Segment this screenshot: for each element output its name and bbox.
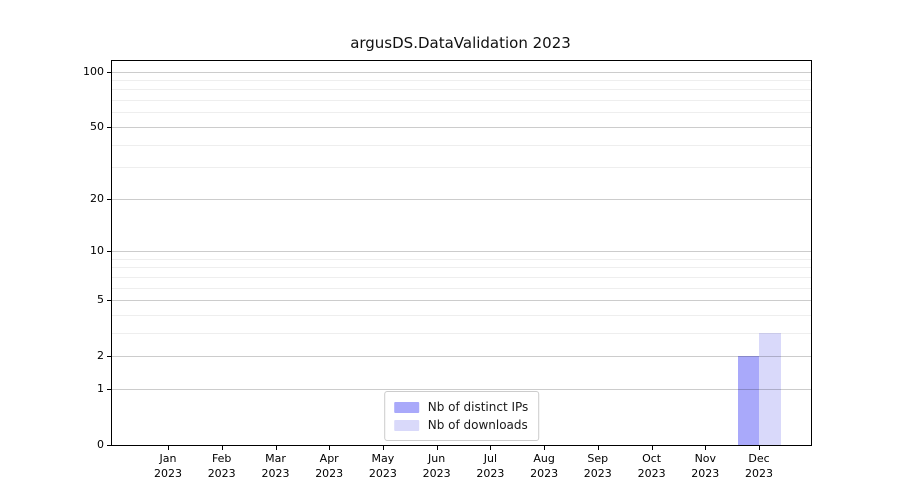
x-tick-label: Apr 2023 (315, 452, 344, 480)
y-tick-mark (107, 127, 112, 128)
legend-item-downloads: Nb of downloads (393, 416, 529, 434)
y-tick-mark (107, 251, 112, 252)
gridline-major (112, 198, 811, 200)
legend-item-distinct-ips: Nb of distinct IPs (393, 398, 529, 416)
x-tick-mark (329, 445, 331, 450)
x-tick-mark (544, 445, 546, 450)
y-tick-mark (107, 445, 112, 446)
legend-swatch-distinct-ips (393, 401, 419, 413)
x-tick-mark (759, 445, 760, 450)
gridline-minor (112, 332, 811, 334)
gridline-major (112, 126, 811, 128)
y-tick-label: 20 (90, 191, 104, 205)
gridline-minor (112, 167, 811, 169)
y-tick-mark (107, 356, 112, 357)
x-tick-mark (275, 445, 277, 450)
gridline-major (112, 388, 811, 390)
y-tick-label: 5 (97, 293, 104, 306)
x-tick-label: Feb 2023 (207, 452, 236, 480)
y-tick-label: 50 (90, 119, 104, 133)
gridline-major (112, 250, 811, 252)
x-tick-label: Jul 2023 (476, 452, 505, 480)
x-tick-label: Jan 2023 (154, 452, 182, 480)
gridline-major (112, 356, 811, 358)
x-tick-label: Sep 2023 (583, 452, 612, 480)
bar-nb-of-downloads (759, 332, 781, 445)
gridline-minor (112, 314, 811, 316)
y-tick-mark (107, 199, 112, 200)
x-tick-mark (490, 445, 492, 450)
gridline-minor (112, 79, 811, 81)
x-tick-label: Oct 2023 (637, 452, 666, 480)
legend: Nb of distinct IPs Nb of downloads (383, 391, 540, 441)
y-tick-label: 2 (97, 349, 104, 363)
legend-label-distinct-ips: Nb of distinct IPs (427, 400, 529, 414)
y-tick-mark (107, 72, 112, 73)
x-tick-mark (436, 445, 438, 450)
bar-nb-of-distinct-ips (737, 356, 759, 445)
gridline-major (112, 300, 811, 301)
x-tick-label: May 2023 (368, 452, 397, 480)
y-tick-label: 100 (83, 64, 104, 78)
x-tick-label: Jun 2023 (422, 452, 451, 480)
legend-swatch-downloads (393, 419, 419, 431)
gridline-minor (112, 287, 811, 289)
x-tick-label: Nov 2023 (691, 452, 720, 480)
x-tick-mark (597, 445, 599, 450)
y-tick-label: 10 (90, 243, 104, 257)
x-tick-label: Mar 2023 (261, 452, 290, 480)
x-tick-mark (651, 445, 653, 450)
gridline-minor (112, 258, 811, 260)
chart-title: argusDS.DataValidation 2023 (350, 34, 571, 52)
y-tick-label: 0 (97, 438, 104, 451)
plot-area: Nb of distinct IPs Nb of downloads 0 1 2 5 1… (83, 60, 812, 480)
gridline-major (112, 71, 811, 73)
gridline-minor (112, 144, 811, 146)
x-tick-mark (705, 445, 707, 450)
x-tick-mark (382, 445, 384, 450)
gridline-minor (112, 112, 811, 114)
gridline-minor (112, 89, 811, 91)
y-tick-mark (107, 389, 112, 390)
y-tick-mark (107, 300, 112, 301)
gridline-minor (112, 276, 811, 278)
y-tick-label: 1 (97, 381, 104, 395)
gridline-minor (112, 267, 811, 269)
x-tick-mark (168, 445, 169, 450)
x-tick-label: Dec 2023 (745, 452, 773, 480)
x-tick-mark (221, 445, 223, 450)
x-tick-label: Aug 2023 (530, 452, 559, 480)
legend-label-downloads: Nb of downloads (427, 418, 528, 432)
gridline-minor (112, 100, 811, 101)
